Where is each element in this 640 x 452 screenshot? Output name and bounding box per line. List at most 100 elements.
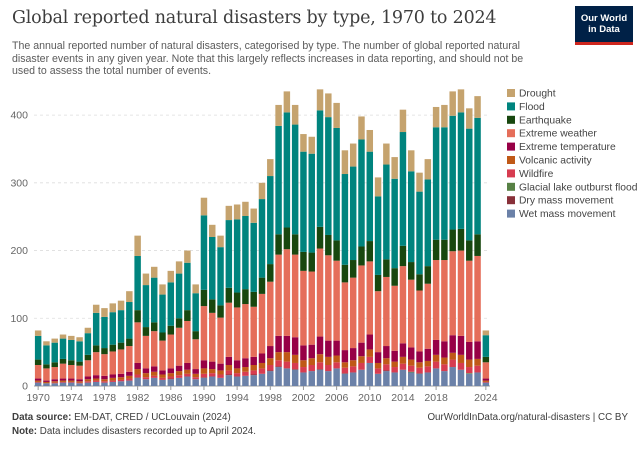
bar-segment-drought[interactable] — [84, 327, 92, 334]
bar-segment-wet-mass-movement[interactable] — [142, 379, 150, 386]
bar-segment-dry-mass-movement[interactable] — [416, 373, 423, 374]
bar-segment-extreme-weather[interactable] — [184, 320, 191, 363]
bar-segment-extreme-temperature[interactable] — [300, 345, 307, 361]
bar-segment-extreme-temperature[interactable] — [449, 335, 456, 353]
bar-segment-flood[interactable] — [408, 171, 415, 263]
bar-segment-extreme-temperature[interactable] — [150, 366, 158, 372]
bar-segment-extreme-weather[interactable] — [150, 331, 158, 367]
bar-segment-wildfire[interactable] — [34, 381, 42, 383]
bar-stack-1997[interactable] — [258, 182, 266, 386]
bar-segment-earthquake[interactable] — [43, 364, 50, 369]
bar-segment-extreme-weather[interactable] — [68, 365, 75, 379]
bar-segment-drought[interactable] — [192, 284, 199, 294]
bar-segment-wet-mass-movement[interactable] — [291, 369, 299, 386]
bar-segment-wildfire[interactable] — [474, 365, 481, 373]
bar-segment-earthquake[interactable] — [68, 360, 75, 366]
bar-segment-drought[interactable] — [267, 159, 274, 177]
bar-segment-extreme-weather[interactable] — [275, 254, 282, 336]
bar-segment-earthquake[interactable] — [92, 345, 100, 353]
bar-segment-wet-mass-movement[interactable] — [68, 382, 75, 386]
bar-segment-extreme-weather[interactable] — [250, 306, 257, 357]
bar-segment-earthquake[interactable] — [159, 332, 166, 341]
bar-segment-flood[interactable] — [68, 339, 75, 361]
bar-segment-drought[interactable] — [441, 104, 448, 128]
bar-stack-1976[interactable] — [84, 327, 92, 386]
bar-segment-wet-mass-movement[interactable] — [374, 373, 382, 386]
bar-segment-volcanic-activity[interactable] — [358, 356, 365, 363]
legend-item-wildfire[interactable]: Wildfire — [507, 169, 554, 180]
bar-segment-wildfire[interactable] — [341, 367, 349, 374]
bar-segment-extreme-temperature[interactable] — [399, 343, 407, 357]
legend-item-extreme-weather[interactable]: Extreme weather — [507, 129, 597, 140]
bar-segment-earthquake[interactable] — [51, 362, 58, 368]
bar-segment-flood[interactable] — [399, 132, 407, 246]
bar-segment-extreme-weather[interactable] — [300, 270, 307, 346]
bar-stack-1989[interactable] — [192, 284, 199, 386]
bar-segment-volcanic-activity[interactable] — [341, 362, 349, 368]
bar-segment-flood[interactable] — [109, 312, 116, 345]
bar-segment-drought[interactable] — [76, 337, 83, 342]
bar-stack-2002[interactable] — [300, 134, 307, 386]
bar-segment-dry-mass-movement[interactable] — [341, 373, 349, 374]
bar-segment-wildfire[interactable] — [142, 377, 150, 380]
bar-segment-wildfire[interactable] — [233, 373, 241, 377]
bar-segment-volcanic-activity[interactable] — [291, 354, 299, 363]
bar-segment-extreme-weather[interactable] — [325, 255, 332, 341]
bar-segment-extreme-temperature[interactable] — [209, 361, 216, 370]
bar-segment-extreme-temperature[interactable] — [142, 368, 150, 374]
bar-segment-drought[interactable] — [134, 235, 141, 256]
bar-segment-extreme-weather[interactable] — [209, 312, 216, 362]
footer-url[interactable]: OurWorldInData.org/natural-disasters | C… — [427, 412, 628, 423]
bar-segment-extreme-weather[interactable] — [167, 334, 175, 369]
bar-segment-wildfire[interactable] — [333, 362, 340, 369]
bar-segment-drought[interactable] — [408, 150, 415, 172]
bar-segment-earthquake[interactable] — [200, 289, 208, 307]
bar-segment-volcanic-activity[interactable] — [159, 374, 166, 378]
bar-segment-extreme-weather[interactable] — [134, 322, 141, 363]
bar-segment-earthquake[interactable] — [283, 227, 291, 250]
bar-segment-drought[interactable] — [366, 129, 374, 152]
bar-segment-wildfire[interactable] — [408, 365, 415, 372]
bar-segment-drought[interactable] — [250, 208, 257, 223]
bar-segment-wildfire[interactable] — [457, 362, 465, 370]
bar-stack-1984[interactable] — [150, 266, 158, 386]
bar-segment-wildfire[interactable] — [150, 375, 158, 378]
bar-stack-1980[interactable] — [117, 300, 125, 386]
bar-segment-earthquake[interactable] — [59, 358, 67, 364]
bar-segment-earthquake[interactable] — [34, 359, 42, 366]
bar-segment-extreme-weather[interactable] — [217, 317, 224, 364]
bar-segment-extreme-weather[interactable] — [341, 282, 349, 351]
bar-segment-flood[interactable] — [391, 178, 398, 269]
bar-segment-volcanic-activity[interactable] — [482, 380, 490, 382]
bar-segment-wet-mass-movement[interactable] — [134, 377, 141, 386]
bar-stack-2018[interactable] — [432, 106, 440, 386]
bar-segment-volcanic-activity[interactable] — [217, 370, 224, 375]
bar-segment-extreme-weather[interactable] — [159, 340, 166, 371]
bar-segment-flood[interactable] — [101, 316, 108, 349]
bar-segment-flood[interactable] — [84, 333, 92, 355]
source-text[interactable]: EM-DAT, CRED / UCLouvain (2024) — [74, 412, 231, 423]
bar-segment-drought[interactable] — [358, 116, 365, 140]
bar-segment-wildfire[interactable] — [441, 364, 448, 372]
bar-segment-wet-mass-movement[interactable] — [159, 379, 166, 386]
bar-segment-earthquake[interactable] — [250, 291, 257, 307]
bar-segment-earthquake[interactable] — [267, 264, 274, 282]
bar-segment-extreme-weather[interactable] — [441, 260, 448, 342]
bar-stack-2019[interactable] — [441, 104, 448, 386]
bar-segment-earthquake[interactable] — [424, 266, 432, 284]
bar-segment-wildfire[interactable] — [92, 380, 100, 382]
bar-segment-extreme-weather[interactable] — [391, 285, 398, 351]
bar-segment-wildfire[interactable] — [175, 375, 183, 378]
bar-segment-wet-mass-movement[interactable] — [316, 369, 324, 386]
bar-segment-drought[interactable] — [184, 250, 191, 263]
bar-stack-2024[interactable] — [482, 330, 490, 386]
bar-segment-volcanic-activity[interactable] — [134, 369, 141, 375]
bar-segment-extreme-weather[interactable] — [192, 339, 199, 370]
bar-segment-drought[interactable] — [167, 270, 175, 283]
bar-segment-extreme-weather[interactable] — [225, 302, 233, 357]
bar-segment-extreme-temperature[interactable] — [101, 375, 108, 380]
legend-item-drought[interactable]: Drought — [507, 89, 556, 100]
bar-segment-wildfire[interactable] — [325, 365, 332, 372]
bar-segment-extreme-temperature[interactable] — [466, 341, 473, 360]
bar-segment-volcanic-activity[interactable] — [366, 349, 374, 357]
